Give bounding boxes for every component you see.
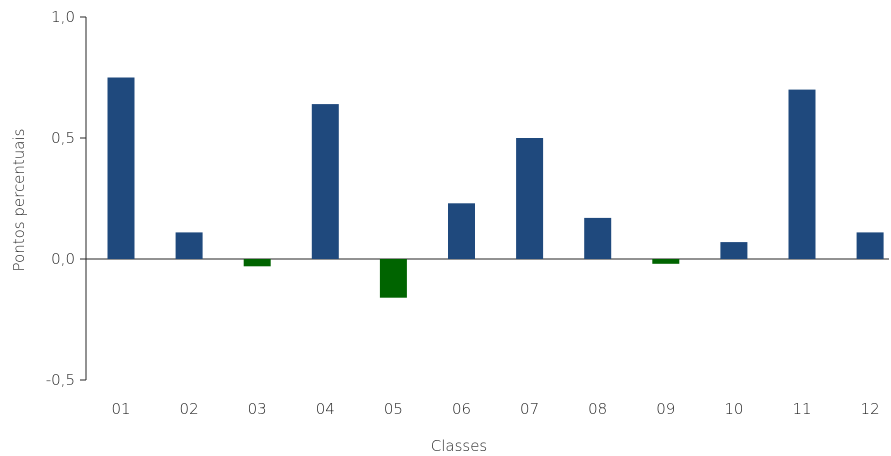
x-tick-label: 03 — [248, 400, 267, 418]
bar-02 — [175, 232, 203, 259]
bar-07 — [516, 138, 544, 259]
bar-01 — [107, 77, 135, 259]
x-tick-label: 09 — [656, 400, 675, 418]
y-tick-label: -0,5 — [46, 371, 75, 389]
bar-05 — [379, 259, 407, 298]
x-tick-label: 02 — [180, 400, 199, 418]
y-tick-label: 1,0 — [51, 8, 75, 26]
x-tick-label: 12 — [861, 400, 880, 418]
y-tick-label: 0,5 — [51, 129, 75, 147]
x-tick-label: 06 — [452, 400, 471, 418]
x-tick-label: 08 — [588, 400, 607, 418]
bar-12 — [856, 232, 884, 259]
y-tick-label: 0,0 — [51, 250, 75, 268]
bars — [107, 77, 884, 298]
bar-03 — [243, 259, 271, 267]
x-tick-label: 07 — [520, 400, 539, 418]
bar-08 — [584, 217, 612, 259]
axes — [80, 16, 889, 381]
bar-09 — [652, 259, 680, 264]
bar-06 — [448, 203, 475, 259]
x-tick-label: 11 — [792, 400, 811, 418]
x-tick-label: 04 — [316, 400, 335, 418]
x-tick-label: 01 — [111, 400, 130, 418]
bar-11 — [788, 89, 816, 259]
bar-10 — [720, 242, 748, 259]
labels: -0,5 0,0 0,5 1,0 01 02 03 04 05 06 07 08 09 10 11 12 — [46, 8, 880, 418]
y-axis-title: Pontos percentuais — [10, 129, 28, 272]
x-tick-label: 05 — [384, 400, 403, 418]
bar-04 — [311, 104, 339, 259]
x-tick-label: 10 — [724, 400, 743, 418]
x-axis-title: Classes — [431, 437, 488, 455]
